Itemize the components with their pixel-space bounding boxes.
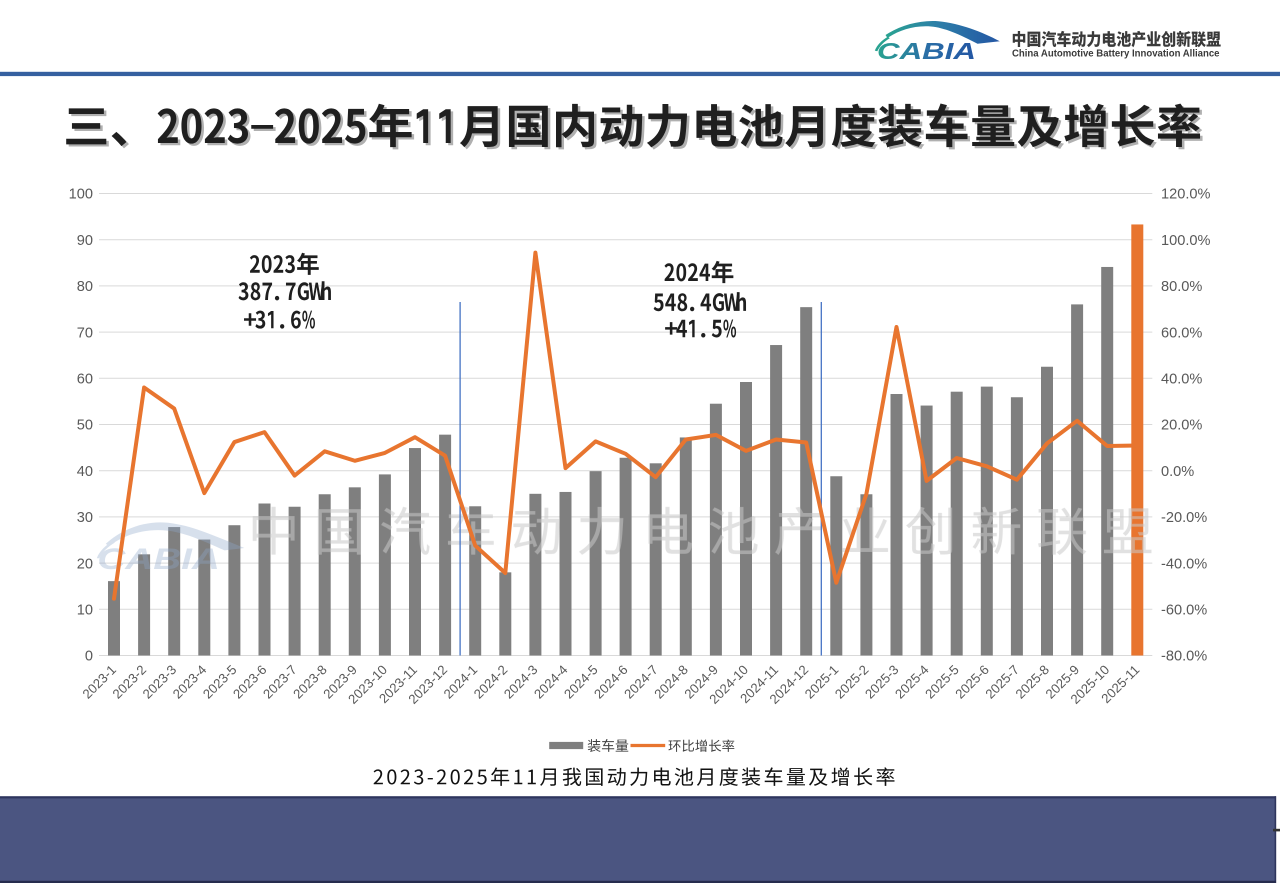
svg-text:100: 100 xyxy=(69,187,93,203)
svg-text:20.0%: 20.0% xyxy=(1161,418,1202,434)
svg-text:-40.0%: -40.0% xyxy=(1161,556,1207,572)
svg-text:120.0%: 120.0% xyxy=(1161,187,1211,203)
svg-text:90: 90 xyxy=(77,233,93,249)
svg-text:China Automotive Battery Innov: China Automotive Battery Innovation Alli… xyxy=(1012,48,1220,59)
svg-text:80.0%: 80.0% xyxy=(1161,279,1202,295)
svg-text:30: 30 xyxy=(77,510,93,526)
svg-text:0.0%: 0.0% xyxy=(1161,464,1194,480)
svg-text:60: 60 xyxy=(77,372,93,388)
svg-text:50: 50 xyxy=(77,418,93,434)
svg-text:100.0%: 100.0% xyxy=(1161,233,1211,249)
svg-text:70: 70 xyxy=(77,325,93,341)
svg-text:40.0%: 40.0% xyxy=(1161,372,1202,388)
svg-text:10: 10 xyxy=(77,603,93,619)
svg-text:40: 40 xyxy=(77,464,93,480)
svg-text:-80.0%: -80.0% xyxy=(1161,649,1207,665)
svg-text:80: 80 xyxy=(77,279,93,295)
svg-text:CABIA: CABIA xyxy=(877,38,976,64)
svg-text:60.0%: 60.0% xyxy=(1161,325,1202,341)
svg-text:20: 20 xyxy=(77,556,93,572)
svg-text:-20.0%: -20.0% xyxy=(1161,510,1207,526)
svg-text:-60.0%: -60.0% xyxy=(1161,603,1207,619)
svg-text:0: 0 xyxy=(85,649,93,665)
svg-text:CABIA: CABIA xyxy=(97,543,219,576)
